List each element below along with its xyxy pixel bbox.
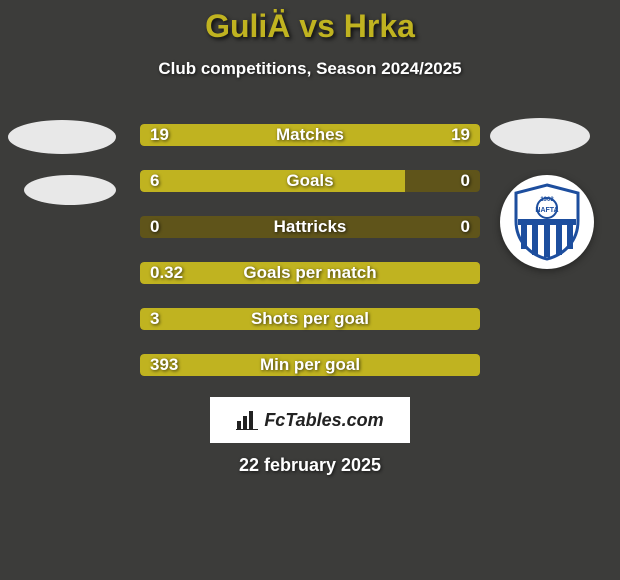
stat-value-right: 19 — [451, 118, 470, 152]
stats-bars: Matches1919Goals60Hattricks00Goals per m… — [140, 118, 480, 394]
stat-value-left: 0.32 — [150, 256, 183, 290]
team-placeholder-blob — [8, 120, 116, 154]
stat-value-left: 393 — [150, 348, 178, 382]
stat-label: Hattricks — [140, 210, 480, 244]
team-placeholder-blob — [24, 175, 116, 205]
stat-row: Goals per match0.32 — [140, 256, 480, 290]
stat-label: Min per goal — [140, 348, 480, 382]
stat-row: Matches19 19 — [140, 118, 480, 152]
stat-row: Min per goal393 — [140, 348, 480, 382]
page-title: GuliÄ vs Hrka — [0, 0, 620, 45]
bar-chart-icon — [236, 410, 258, 430]
fctables-label: FcTables.com — [264, 410, 383, 431]
stat-row: Shots per goal3 — [140, 302, 480, 336]
stat-value-left: 19 — [150, 118, 169, 152]
date-label: 22 february 2025 — [0, 455, 620, 476]
stat-value-left: 0 — [150, 210, 159, 244]
team-logo-right: 1903 NAFTA — [500, 175, 594, 269]
fctables-watermark: FcTables.com — [210, 397, 410, 443]
stat-value-right: 0 — [461, 164, 470, 198]
stat-value-left: 6 — [150, 164, 159, 198]
svg-text:1903: 1903 — [540, 197, 554, 203]
stat-label: Goals per match — [140, 256, 480, 290]
stat-value-right: 0 — [461, 210, 470, 244]
stat-row: Goals6 0 — [140, 164, 480, 198]
stat-label: Goals — [140, 164, 480, 198]
page-subtitle: Club competitions, Season 2024/2025 — [0, 59, 620, 79]
nafta-crest-icon: 1903 NAFTA — [512, 183, 582, 261]
stat-row: Hattricks0 0 — [140, 210, 480, 244]
stat-value-left: 3 — [150, 302, 159, 336]
stat-label: Shots per goal — [140, 302, 480, 336]
team-placeholder-blob — [490, 118, 590, 154]
stat-label: Matches — [140, 118, 480, 152]
svg-text:NAFTA: NAFTA — [535, 207, 558, 214]
